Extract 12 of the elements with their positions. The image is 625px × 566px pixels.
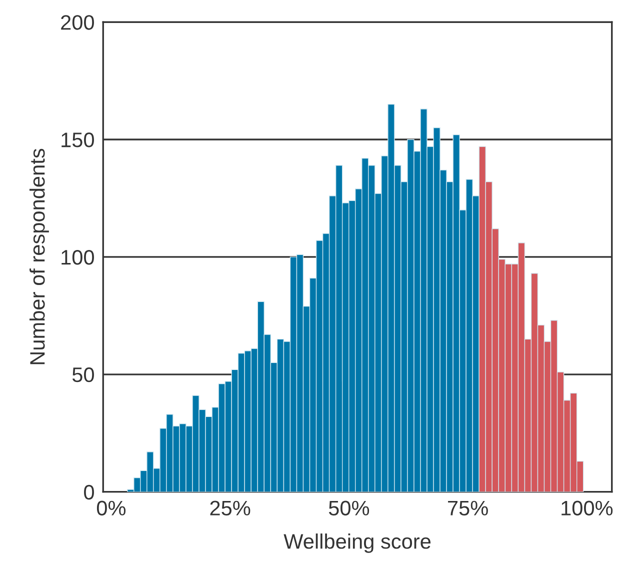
y-tick-label: 50 <box>72 367 94 382</box>
x-tick-label: 25% <box>210 500 250 516</box>
x-axis-title: Wellbeing score <box>284 533 431 553</box>
y-axis-title: Number of respondents <box>30 148 49 364</box>
x-tick-label: 0% <box>96 500 126 516</box>
x-tick-label: 75% <box>448 500 488 516</box>
y-tick-label: 200 <box>61 15 94 30</box>
y-tick-label: 0 <box>84 484 94 500</box>
y-tick-label: 150 <box>62 132 94 148</box>
x-tick-label: 100% <box>562 500 613 516</box>
y-tick-label: 100 <box>62 250 94 265</box>
x-tick-label: 50% <box>328 500 370 516</box>
